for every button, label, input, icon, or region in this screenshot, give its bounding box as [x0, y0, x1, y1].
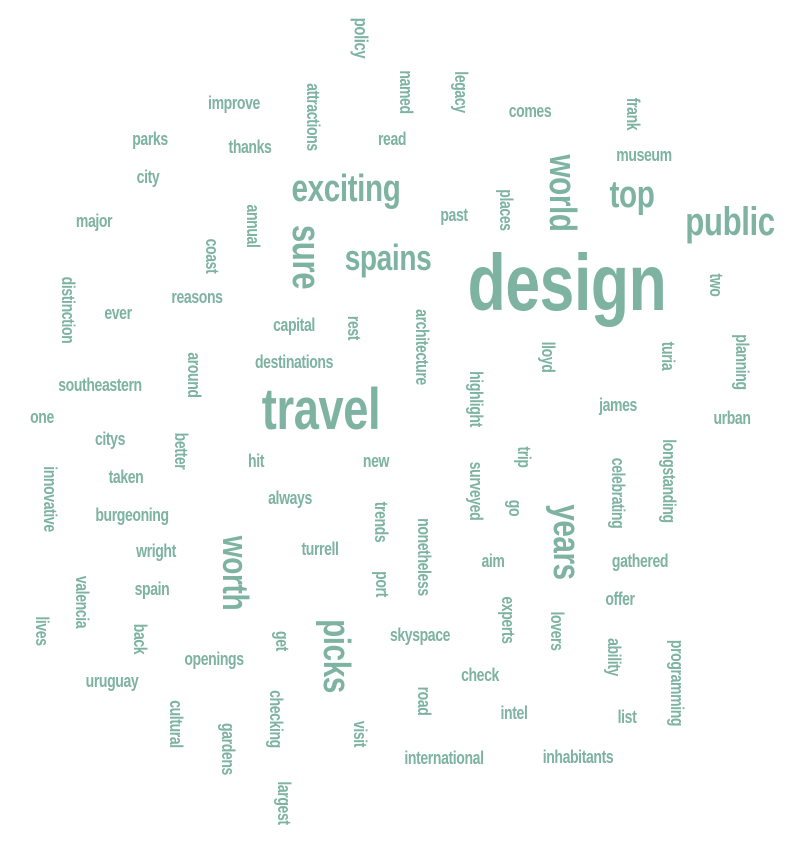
word: worth	[215, 535, 256, 611]
word: always	[268, 488, 312, 508]
word: turrell	[301, 539, 339, 559]
word: skyspace	[389, 625, 451, 645]
word: checking	[266, 690, 286, 748]
word: lovers	[547, 611, 567, 651]
word: urban	[713, 408, 751, 428]
word: destinations	[254, 352, 334, 372]
word: distinction	[58, 276, 78, 344]
word: trends	[371, 501, 391, 543]
word: get	[272, 631, 292, 651]
word: reasons	[171, 287, 223, 307]
word: surveyed	[466, 461, 486, 521]
word: innovative	[40, 466, 60, 532]
word: rest	[344, 315, 364, 341]
word: experts	[498, 596, 518, 644]
word: programming	[667, 639, 687, 727]
word: offer	[605, 589, 635, 609]
word: new	[362, 451, 390, 471]
word: past	[440, 205, 468, 225]
word: design	[467, 238, 667, 327]
word: improve	[208, 93, 260, 113]
word: taken	[108, 467, 144, 487]
word: longstanding	[659, 439, 679, 523]
word: largest	[274, 781, 294, 825]
word: spain	[134, 579, 170, 599]
word: thanks	[228, 137, 272, 157]
word: parks	[132, 129, 168, 149]
word: read	[377, 129, 407, 149]
word: coast	[202, 238, 222, 274]
word: nonetheless	[414, 518, 434, 596]
word: picks	[315, 619, 357, 693]
word: wright	[136, 541, 176, 561]
word: inhabitants	[542, 747, 614, 767]
word: southeastern	[58, 375, 142, 395]
word: one	[30, 407, 54, 427]
word: road	[414, 686, 434, 716]
word: ever	[104, 303, 132, 323]
word: lives	[32, 616, 52, 646]
word: celebrating	[608, 457, 628, 529]
word: policy	[349, 17, 371, 59]
word: years	[545, 504, 587, 580]
word: planning	[732, 334, 752, 390]
word: check	[461, 665, 499, 685]
word: aim	[481, 551, 505, 571]
word: lloyd	[538, 341, 558, 373]
word: world	[541, 154, 583, 232]
word: museum	[616, 145, 672, 165]
word: frank	[623, 97, 643, 131]
word: places	[496, 189, 516, 231]
word: highlight	[466, 371, 486, 427]
word: list	[617, 707, 637, 727]
word: turia	[658, 341, 678, 371]
word: citys	[94, 429, 126, 449]
word: gathered	[611, 551, 669, 571]
word: travel	[261, 377, 381, 442]
word: comes	[508, 101, 552, 121]
word: intel	[500, 703, 528, 723]
word: back	[130, 623, 150, 655]
word: burgeoning	[95, 505, 169, 525]
word: public	[685, 200, 775, 244]
word: exciting	[291, 168, 401, 210]
word: visit	[350, 720, 370, 748]
word: attractions	[303, 83, 323, 151]
word: sure	[284, 224, 328, 290]
word: architecture	[412, 309, 432, 385]
word: valencia	[72, 575, 92, 629]
word: major	[75, 211, 113, 231]
word: top	[609, 174, 655, 216]
word: better	[171, 432, 191, 470]
word: ability	[604, 638, 624, 676]
word: trip	[514, 446, 534, 468]
word: james	[599, 395, 637, 415]
word: openings	[184, 649, 244, 669]
word: hit	[248, 451, 264, 471]
word: annual	[243, 204, 263, 248]
word: international	[404, 748, 484, 768]
word: capital	[273, 315, 315, 335]
word: uruguay	[85, 671, 139, 691]
word: two	[706, 273, 726, 297]
word: go	[505, 499, 525, 517]
word: named	[396, 70, 416, 114]
word: city	[136, 167, 160, 187]
word: gardens	[218, 723, 238, 775]
word: legacy	[451, 71, 471, 113]
word: spains	[344, 237, 432, 278]
word: around	[184, 352, 204, 398]
word: port	[372, 571, 392, 597]
word: cultural	[166, 700, 186, 748]
